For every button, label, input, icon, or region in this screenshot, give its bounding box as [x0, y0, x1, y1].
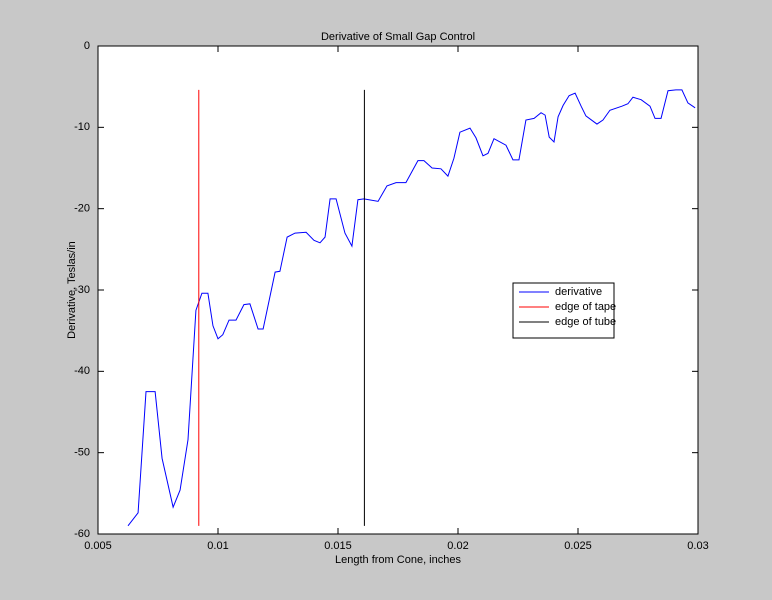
y-tick-label: -10 — [74, 121, 90, 133]
x-tick-label: 0.025 — [564, 540, 592, 552]
x-tick-label: 0.01 — [207, 540, 228, 552]
x-axis-label: Length from Cone, inches — [335, 554, 461, 566]
series-line — [127, 89, 696, 527]
x-tick-label: 0.02 — [447, 540, 468, 552]
y-axis-label: Derivative, Teslas/in — [66, 241, 78, 339]
legend-label: edge of tape — [555, 301, 616, 313]
legend-label: derivative — [555, 286, 602, 298]
y-tick-label: -20 — [74, 203, 90, 215]
y-tick-label: 0 — [84, 40, 90, 52]
legend-label: edge of tube — [555, 316, 616, 328]
y-tick-label: -40 — [74, 365, 90, 377]
x-tick-label: 0.015 — [324, 540, 352, 552]
y-tick-label: -60 — [74, 528, 90, 540]
x-tick-label: 0.03 — [687, 540, 708, 552]
chart-title: Derivative of Small Gap Control — [321, 31, 475, 43]
y-tick-label: -30 — [74, 284, 90, 296]
x-tick-label: 0.005 — [84, 540, 112, 552]
y-tick-label: -50 — [74, 447, 90, 459]
